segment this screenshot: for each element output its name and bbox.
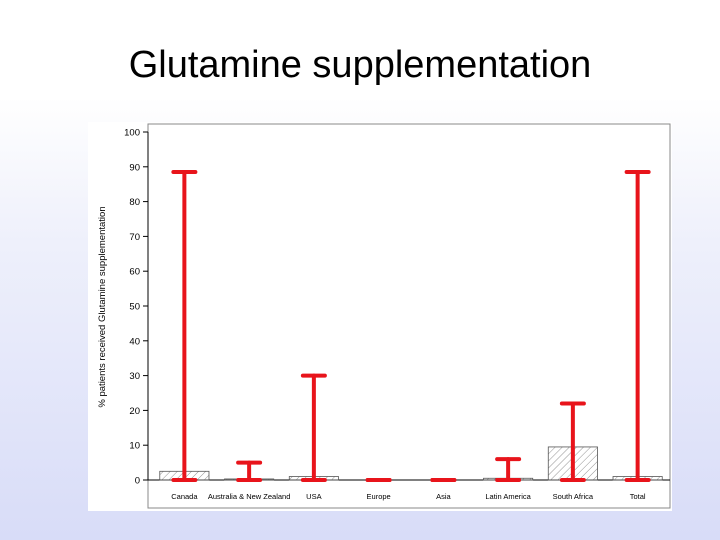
x-tick-label: Latin America xyxy=(485,492,531,501)
y-tick-label: 50 xyxy=(129,302,140,313)
bar-chart: 0 10 20 30 40 50 60 70 80 90 100 Canada Australia &… xyxy=(97,123,671,509)
y-tick-label: 70 xyxy=(129,232,140,243)
y-tick-label: 60 xyxy=(129,267,140,278)
y-tick-label: 40 xyxy=(129,336,140,347)
y-tick-label: 90 xyxy=(129,162,140,173)
y-tick-label: 20 xyxy=(129,406,140,417)
x-tick-label: Australia & New Zealand xyxy=(208,492,291,501)
chart-panel: 0 10 20 30 40 50 60 70 80 90 100 Canada Australia &… xyxy=(88,122,672,511)
y-tick-label: 30 xyxy=(129,371,140,382)
x-tick-label: Asia xyxy=(436,492,451,501)
y-tick-label: 100 xyxy=(124,128,140,139)
x-tick-label: South Africa xyxy=(553,492,594,501)
x-tick-label: Europe xyxy=(367,492,391,501)
y-tick-label: 0 xyxy=(135,476,140,487)
x-tick-label: Canada xyxy=(171,492,198,501)
x-tick-label: Total xyxy=(630,492,646,501)
slide-title: Glutamine supplementation xyxy=(128,44,592,86)
y-tick-label: 10 xyxy=(129,441,140,452)
y-tick-label: 80 xyxy=(129,197,140,208)
y-axis-label: % patients received Glutamine supplement… xyxy=(97,206,108,407)
x-tick-label: USA xyxy=(306,492,321,501)
